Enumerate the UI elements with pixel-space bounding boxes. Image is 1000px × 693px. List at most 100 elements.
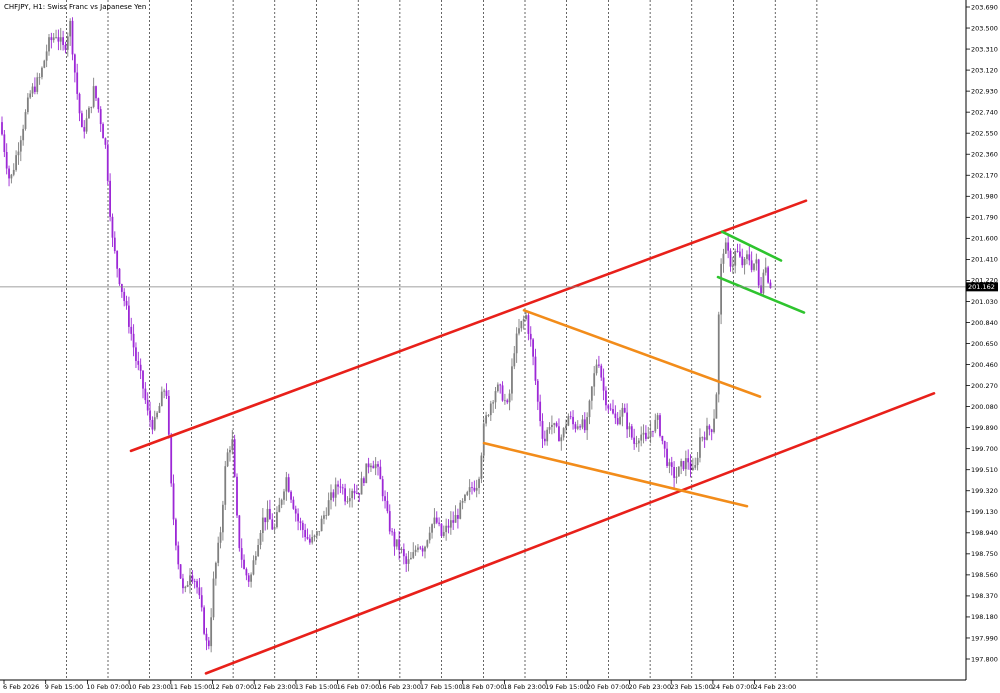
candle-body [386,500,389,512]
candle-body [435,517,438,523]
candle-body [694,465,697,468]
candle-body [628,426,631,430]
price-tick-label: 197.800 [971,655,998,663]
candle-body [640,434,643,441]
candle-body [677,466,680,477]
candle-body [217,542,220,563]
candle-body [308,538,311,543]
time-tick-label: 12 Feb 23:00 [253,683,296,691]
candle-body [226,452,229,467]
candle-body [172,483,175,520]
time-tick-label: 23 Feb 15:00 [670,683,713,691]
candle-body [3,134,6,153]
candle-body [210,617,213,647]
trend-line[interactable] [482,441,749,508]
candle-body [320,518,323,532]
candle-body [83,127,86,132]
candle-body [348,498,351,502]
trend-line[interactable] [204,392,936,675]
candle-body [273,527,276,530]
price-axis: 203.690 203.500 203.310 203.120 202.930 202.7… [966,3,998,663]
price-tick-label: 197.990 [971,634,998,642]
candle-body [607,405,610,409]
trend-line[interactable] [720,230,783,262]
candle-body [407,559,410,564]
candle-body [337,484,339,487]
candle-body [440,523,443,536]
candle-body [62,37,64,46]
price-tick-label: 200.650 [971,340,998,348]
candle-body [588,400,591,418]
candle-body [703,437,706,440]
candle-body [236,476,238,516]
candle-body [334,484,337,498]
candle-body [433,517,436,525]
price-tick-label: 202.930 [971,87,998,95]
candle-body [59,37,62,42]
trend-line[interactable] [129,199,808,453]
candle-body [278,504,281,513]
candle-body [741,256,744,266]
candle-body [76,72,79,94]
candle-body [170,434,173,484]
candle-body [344,488,346,502]
candle-body [177,545,180,565]
candle-body [525,315,527,320]
candle-body [125,300,128,306]
candle-body [306,537,309,539]
candle-body [609,408,612,410]
current-price-label: 201.162 [968,283,995,291]
candle-body [259,533,262,545]
candle-body [257,544,260,557]
candle-body [266,508,269,523]
candle-body [301,522,304,530]
candle-body [231,439,234,450]
candle-body [370,465,372,468]
trend-lines [129,199,936,675]
candle-body [85,118,88,132]
candle-body [701,437,704,439]
candle-body [219,532,222,543]
candle-body [261,517,264,534]
candle-body [668,462,671,466]
candle-body [363,478,365,484]
candle-body [222,504,224,533]
candle-body [746,254,748,259]
price-tick-label: 200.080 [971,403,998,411]
candle-body [757,259,760,286]
candle-body [727,242,730,251]
candle-body [313,535,316,538]
price-tick-label: 200.840 [971,319,998,327]
candle-body [254,556,257,561]
candle-body [50,37,53,41]
price-tick-label: 198.370 [971,592,998,600]
candle-body [391,531,393,533]
candle-body [454,515,457,523]
candle-body [717,314,720,395]
candle-body [12,169,15,175]
candle-body [15,155,17,170]
candle-body [250,574,252,582]
price-tick-label: 200.270 [971,382,998,390]
candle-body [513,353,516,367]
candle-body [706,425,708,440]
candle-body [715,394,718,419]
candle-body [379,466,382,480]
candle-body [565,425,567,429]
candle-body [372,465,375,469]
candle-body [153,417,156,430]
candle-body [739,251,741,257]
candle-body [654,419,657,432]
candle-body [720,263,722,315]
candle-body [619,416,621,425]
candle-body [95,86,97,99]
candle-body [36,77,39,92]
candle-body [605,390,607,406]
trend-line[interactable] [522,309,762,398]
candle-body [417,547,419,550]
candle-body [109,180,111,217]
trend-line[interactable] [716,275,806,314]
time-tick-label: 19 Feb 15:00 [545,683,588,691]
candle-body [708,425,711,430]
candle-body [670,462,673,468]
